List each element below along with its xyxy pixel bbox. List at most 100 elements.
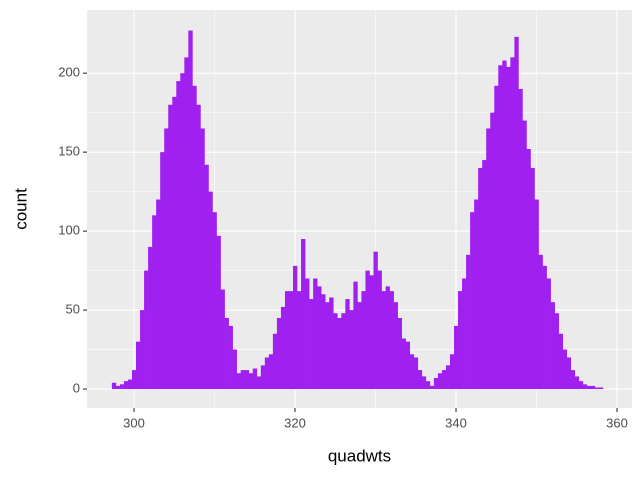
x-axis-title: quadwts [328, 446, 391, 465]
bar [365, 270, 370, 390]
bar [244, 370, 250, 390]
bar [445, 365, 451, 390]
bar [325, 302, 330, 390]
y-tick-label: 200 [58, 65, 80, 80]
bar [176, 81, 181, 390]
bar [482, 160, 487, 390]
bar [534, 199, 539, 390]
bar [449, 354, 455, 390]
bar [152, 215, 157, 390]
bar [192, 85, 197, 390]
bar [168, 104, 173, 390]
axes: 300 320 340 360 0 50 100 150 200 [58, 65, 628, 431]
bar [454, 325, 459, 390]
bar [458, 291, 463, 390]
y-tick-label: 0 [73, 380, 80, 395]
bar [586, 385, 592, 390]
bar [200, 128, 205, 390]
bar [546, 278, 551, 390]
bar [417, 370, 423, 390]
bar [574, 376, 580, 390]
bar [333, 313, 338, 390]
bar [164, 128, 169, 390]
bar [462, 278, 467, 390]
bar [550, 302, 555, 390]
bar [486, 128, 491, 390]
bar [502, 60, 507, 390]
bar [288, 291, 294, 390]
bar [526, 148, 531, 390]
bar [369, 275, 374, 390]
bar [252, 368, 258, 390]
bar [224, 317, 229, 390]
bar [570, 370, 576, 390]
bars [111, 30, 604, 390]
x-tick-label: 340 [445, 415, 467, 430]
bar [136, 341, 141, 390]
bar [123, 381, 129, 390]
bar [510, 57, 515, 390]
bar [433, 377, 439, 390]
bar [264, 357, 270, 390]
bar [280, 306, 286, 390]
bar [132, 370, 137, 390]
bar [542, 265, 547, 390]
bar [196, 104, 201, 390]
bar [478, 167, 483, 390]
bar [309, 299, 314, 390]
bar [393, 302, 398, 390]
bar [212, 212, 217, 390]
bar [204, 164, 209, 390]
bar [268, 354, 274, 390]
bar [127, 379, 133, 390]
bar [578, 381, 584, 390]
bar [317, 286, 322, 390]
bar [494, 85, 499, 390]
bar [305, 278, 310, 390]
bar [373, 251, 378, 390]
bar [474, 199, 479, 390]
bar [160, 152, 165, 390]
y-tick-label: 100 [58, 223, 80, 238]
bar [184, 57, 189, 390]
bar [272, 333, 278, 390]
bar [357, 302, 362, 390]
bar [441, 370, 447, 390]
bar [381, 291, 386, 390]
bar [248, 373, 254, 390]
y-tick-label: 50 [66, 302, 80, 317]
bar [377, 270, 382, 390]
bar [466, 254, 471, 390]
bar [321, 294, 326, 390]
bar [301, 239, 306, 390]
bar [337, 317, 342, 390]
bar [115, 385, 121, 390]
bar [397, 317, 402, 390]
bar [566, 357, 572, 390]
x-tick-label: 300 [123, 415, 145, 430]
bar [220, 289, 225, 390]
bar [590, 385, 596, 390]
y-axis-title: count [11, 188, 30, 230]
bar [276, 317, 282, 390]
bar [172, 96, 177, 390]
bar [341, 313, 346, 390]
bar [429, 385, 435, 390]
bar [530, 167, 535, 390]
bar [562, 349, 568, 390]
bar [421, 376, 427, 390]
x-tick-label: 320 [284, 415, 306, 430]
bar [148, 246, 153, 390]
bar [293, 265, 298, 390]
bar [140, 310, 145, 390]
bar [558, 333, 563, 390]
bar [470, 212, 475, 390]
bar [594, 387, 600, 390]
bar [353, 281, 358, 390]
bar [111, 382, 117, 390]
bar [582, 384, 588, 390]
bar [361, 291, 366, 390]
bar [329, 297, 334, 390]
bar [188, 30, 193, 390]
